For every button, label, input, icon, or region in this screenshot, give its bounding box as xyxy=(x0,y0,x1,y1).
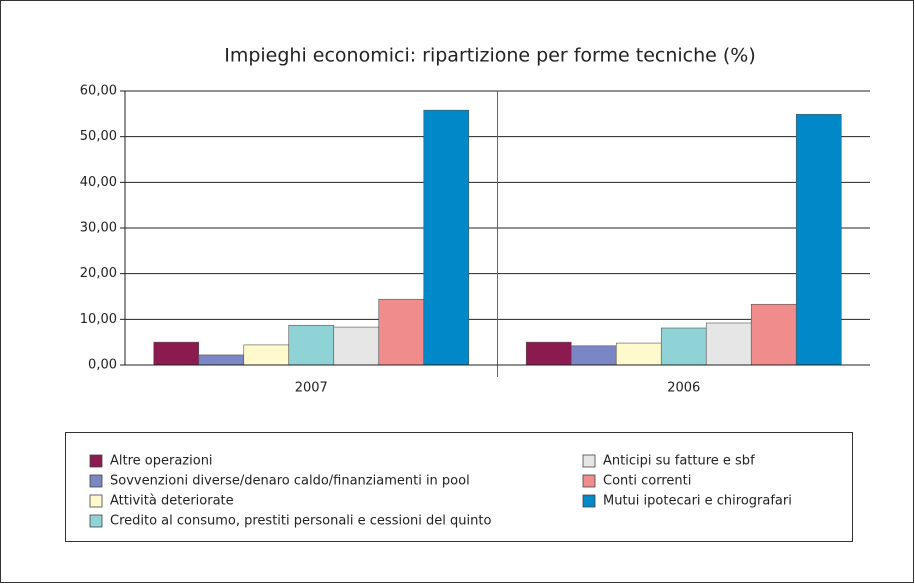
y-tick-label: 50,00 xyxy=(80,129,117,144)
legend-box xyxy=(65,432,853,542)
legend-swatch xyxy=(89,494,103,508)
y-tick-label: 10,00 xyxy=(80,312,117,327)
legend-swatch xyxy=(89,474,103,488)
y-tick-label: 0,00 xyxy=(88,358,117,373)
x-tick-label: 2007 xyxy=(295,381,328,396)
legend-label: Altre operazioni xyxy=(110,454,213,469)
bar xyxy=(243,344,290,366)
bar xyxy=(378,298,425,366)
legend-swatch xyxy=(582,474,596,488)
bar xyxy=(660,327,707,366)
legend-label: Credito al consumo, prestiti personali e… xyxy=(110,514,491,529)
bar xyxy=(615,342,662,366)
x-tick-label: 2006 xyxy=(667,381,700,396)
legend-swatch xyxy=(89,514,103,528)
bar xyxy=(423,109,470,366)
y-tick-label: 40,00 xyxy=(80,175,117,190)
bar xyxy=(288,324,335,366)
legend-label: Conti correnti xyxy=(603,474,691,489)
bar xyxy=(153,341,200,366)
y-tick-label: 30,00 xyxy=(80,221,117,236)
bar xyxy=(525,341,572,366)
legend-label: Anticipi su fatture e sbf xyxy=(603,454,755,469)
legend-swatch xyxy=(89,454,103,468)
bar xyxy=(750,303,797,366)
legend-swatch xyxy=(582,494,596,508)
legend-swatch xyxy=(582,454,596,468)
bar xyxy=(570,345,617,366)
bar xyxy=(795,113,842,366)
bar xyxy=(333,326,380,366)
bar xyxy=(198,354,245,366)
legend-label: Mutui ipotecari e chirografari xyxy=(603,494,792,509)
y-tick-label: 20,00 xyxy=(80,266,117,281)
legend-label: Sovvenzioni diverse/denaro caldo/finanzi… xyxy=(110,474,470,489)
chart-title: Impieghi economici: ripartizione per for… xyxy=(224,45,756,67)
bar xyxy=(705,322,752,366)
legend-label: Attività deteriorate xyxy=(110,494,234,509)
y-tick-label: 60,00 xyxy=(80,84,117,99)
